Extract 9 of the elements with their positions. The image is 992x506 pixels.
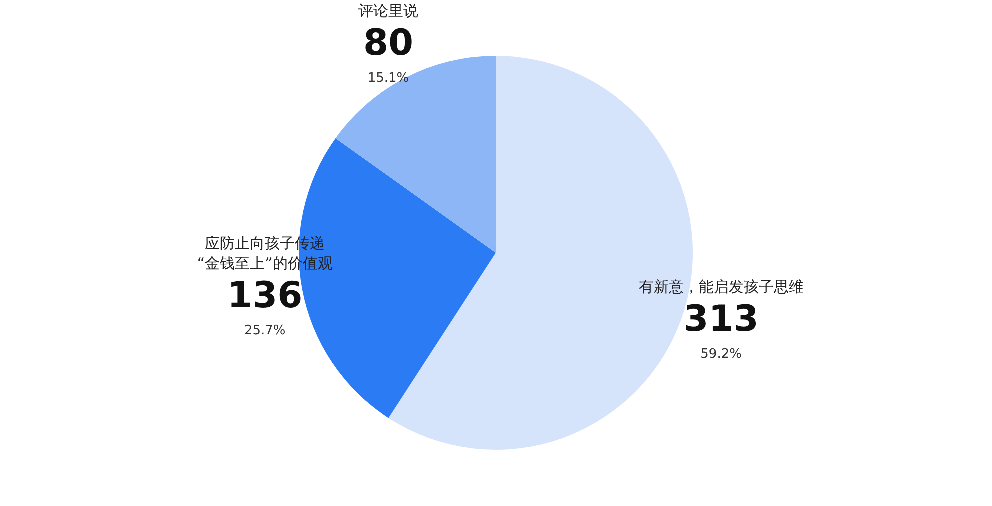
data-label: 136 [228,276,303,317]
slice-label: 有新意，能启发孩子思维 [638,278,804,296]
data-label: 313 [684,298,759,340]
pie-slice [336,56,496,253]
text: 59.2% [700,346,742,362]
text: 15.1% [368,71,410,86]
data-label: 80 [363,23,414,64]
slice-label: 评论里说 [358,2,419,20]
text: 25.7% [244,324,286,339]
